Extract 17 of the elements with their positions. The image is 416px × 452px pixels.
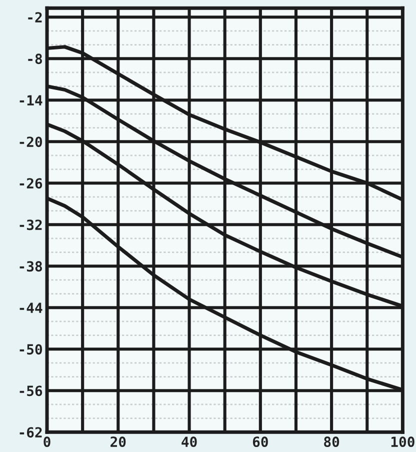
x-tick-label: 100 bbox=[391, 436, 414, 448]
y-tick-label: -44 bbox=[20, 302, 42, 313]
y-tick-label: -8 bbox=[28, 54, 42, 64]
y-tick-label: -38 bbox=[20, 261, 42, 272]
x-tick-label: 40 bbox=[182, 436, 197, 448]
x-tick-label: 20 bbox=[110, 436, 126, 448]
y-tick-label: -2 bbox=[28, 12, 42, 22]
y-tick-label: -32 bbox=[20, 220, 42, 230]
y-tick-label: -56 bbox=[20, 386, 42, 396]
y-tick-label: -14 bbox=[20, 95, 42, 106]
y-tick-label: -20 bbox=[20, 136, 42, 148]
y-tick-label: -26 bbox=[20, 178, 42, 189]
x-tick-label: 80 bbox=[324, 436, 340, 448]
x-tick-label: 0 bbox=[44, 436, 50, 448]
y-tick-label: -50 bbox=[20, 344, 42, 355]
x-tick-label: 60 bbox=[252, 436, 268, 448]
y-tick-label: -62 bbox=[20, 427, 42, 438]
